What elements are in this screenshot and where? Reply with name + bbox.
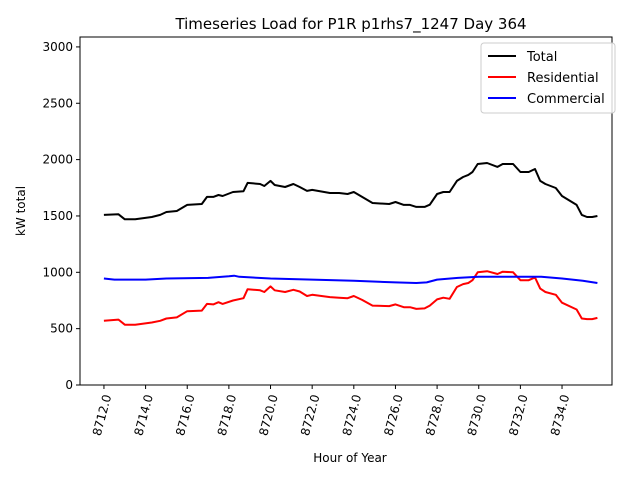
series-line-total (103, 162, 598, 221)
x-tick-label: 8716.0 (173, 393, 197, 437)
y-axis: 0 500 1000 1500 2000 2500 3000 (42, 40, 80, 392)
x-axis: 8712.0 8714.0 8716.0 8718.0 8720.0 8722.0 8724… (90, 385, 572, 437)
legend-label-total: Total (526, 50, 557, 65)
legend-label-residential: Residential (527, 71, 599, 86)
x-axis-label: Hour of Year (313, 451, 387, 465)
y-tick-label: 2500 (42, 96, 73, 110)
y-tick-label: 1000 (42, 265, 73, 279)
x-tick-label: 8712.0 (90, 393, 114, 437)
x-tick-label: 8732.0 (506, 393, 530, 437)
x-tick-label: 8724.0 (340, 393, 364, 437)
x-tick-label: 8718.0 (215, 393, 239, 437)
legend-label-commercial: Commercial (527, 92, 605, 107)
series-line-residential (103, 270, 598, 326)
series-line-commercial (103, 274, 598, 284)
plot-frame (79, 36, 613, 386)
x-tick-label: 8714.0 (131, 393, 155, 437)
y-tick-label: 3000 (42, 40, 73, 54)
legend-box (480, 42, 616, 114)
y-tick-label: 500 (50, 322, 73, 336)
plot-lines (103, 162, 598, 326)
x-tick-label: 8730.0 (465, 393, 489, 437)
x-tick-label: 8722.0 (298, 393, 322, 437)
x-tick-label: 8728.0 (423, 393, 447, 437)
x-tick-label: 8720.0 (256, 393, 280, 437)
x-tick-label: 8726.0 (381, 393, 405, 437)
chart-title: Timeseries Load for P1R p1rhs7_1247 Day … (174, 15, 526, 34)
y-tick-label: 1500 (42, 209, 73, 223)
y-tick-label: 0 (65, 378, 73, 392)
y-axis-label: kW total (14, 186, 28, 236)
x-tick-label: 8734.0 (548, 393, 572, 437)
y-tick-label: 2000 (42, 153, 73, 167)
legend: Total Residential Commercial (480, 42, 616, 114)
